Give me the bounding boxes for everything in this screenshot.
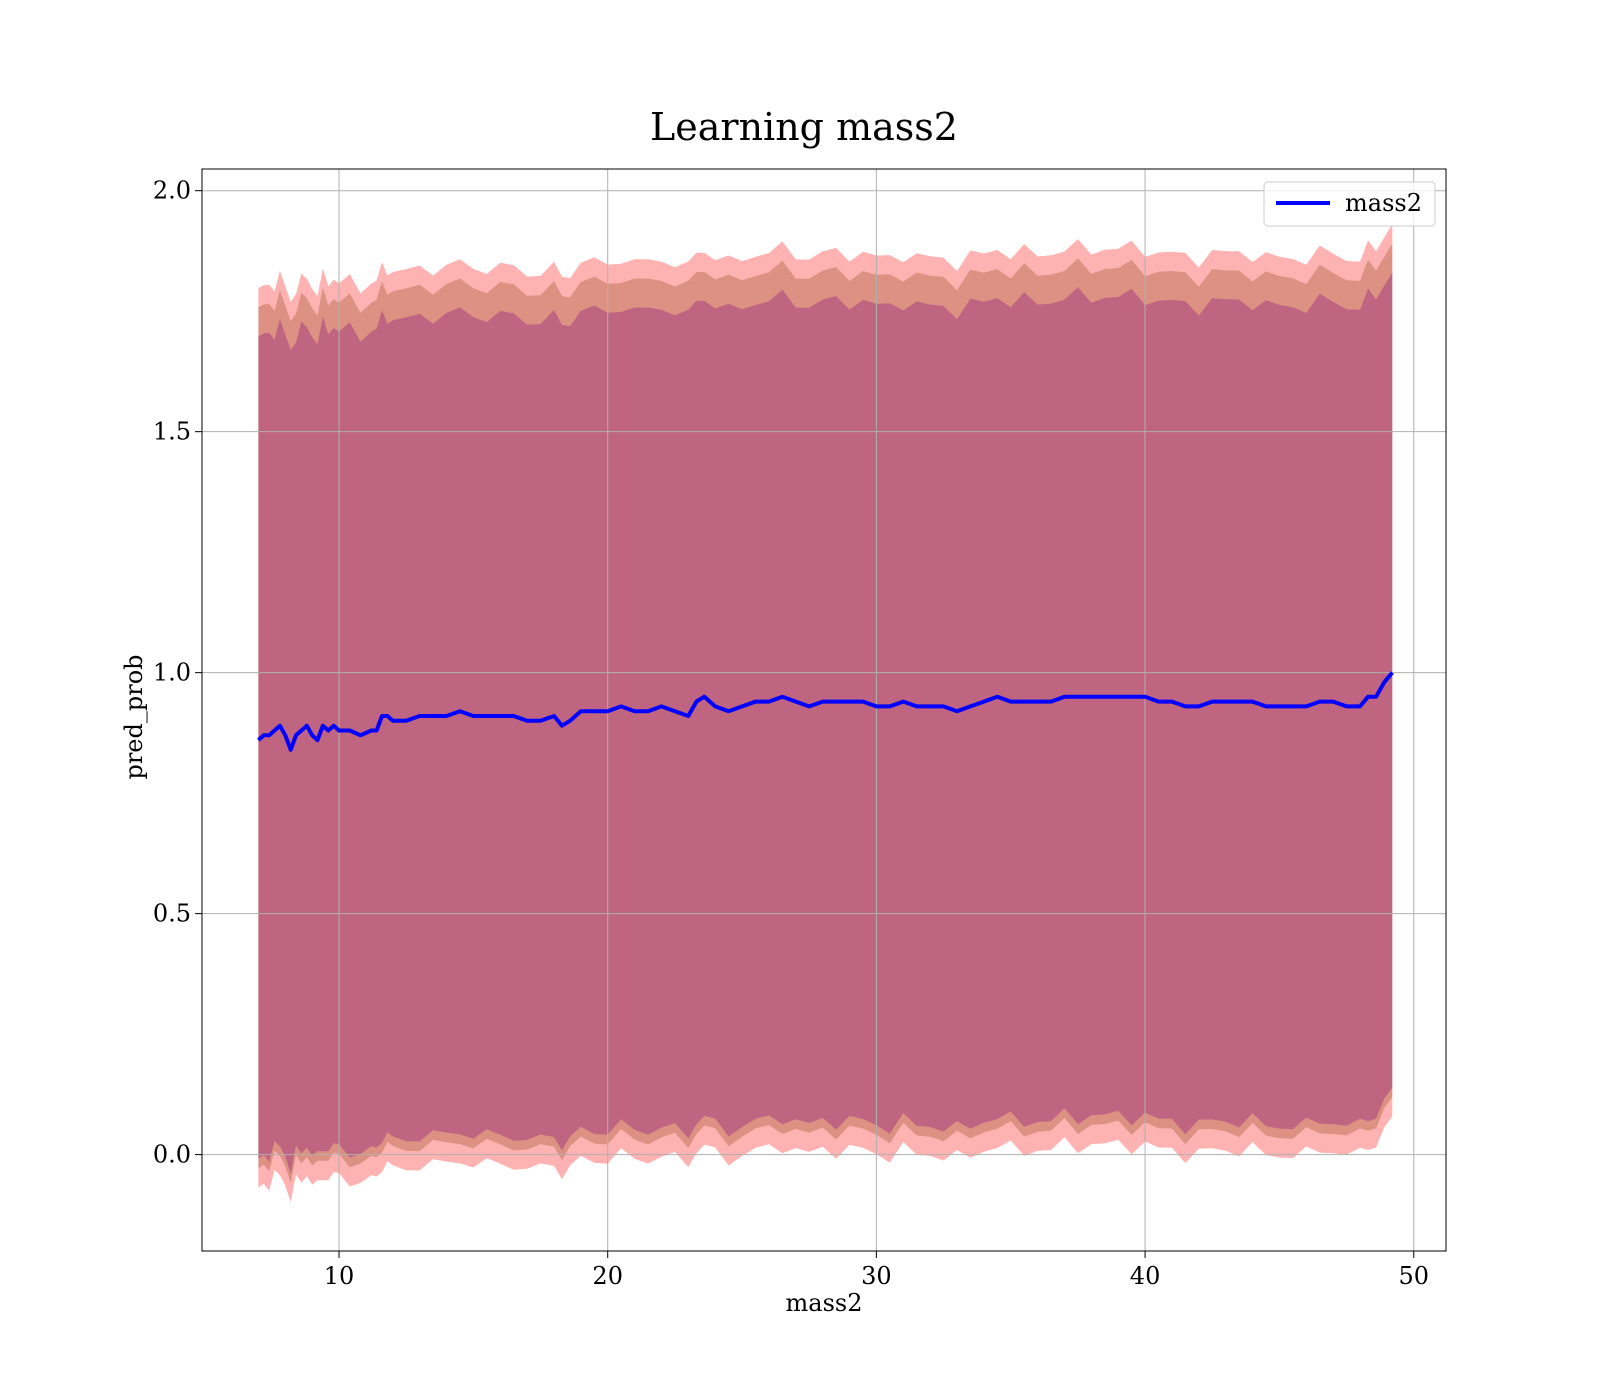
inner-band <box>258 243 1393 1183</box>
legend: mass2 <box>1263 181 1436 227</box>
series-lines <box>257 671 1394 752</box>
y-axis-ticks: 0.0 0.5 1.0 1.5 2.0 <box>153 177 202 1169</box>
core-band <box>258 272 1393 1174</box>
y-tick-label: 0.5 <box>153 900 191 928</box>
x-tick-label: 20 <box>592 1262 623 1290</box>
y-axis-label: pred_prob <box>120 654 148 779</box>
legend-label: mass2 <box>1345 189 1422 217</box>
y-tick-label: 0.0 <box>153 1141 191 1169</box>
x-tick-label: 30 <box>861 1262 892 1290</box>
legend-box <box>1263 181 1436 227</box>
grid-lines <box>202 169 1446 1251</box>
confidence-bands <box>258 224 1393 1203</box>
x-axis-label: mass2 <box>786 1289 863 1317</box>
x-tick-label: 10 <box>324 1262 355 1290</box>
outer-band <box>258 224 1393 1203</box>
y-tick-label: 1.0 <box>153 659 191 687</box>
x-tick-label: 50 <box>1398 1262 1429 1290</box>
x-tick-label: 40 <box>1130 1262 1161 1290</box>
x-axis-ticks: 10 20 30 40 50 <box>324 1251 1429 1290</box>
y-tick-label: 1.5 <box>153 418 191 446</box>
y-tick-label: 2.0 <box>153 177 191 205</box>
series-line-mass2 <box>257 671 1394 752</box>
plot-frame <box>201 168 1447 1252</box>
chart-title: Learning mass2 <box>650 105 958 149</box>
